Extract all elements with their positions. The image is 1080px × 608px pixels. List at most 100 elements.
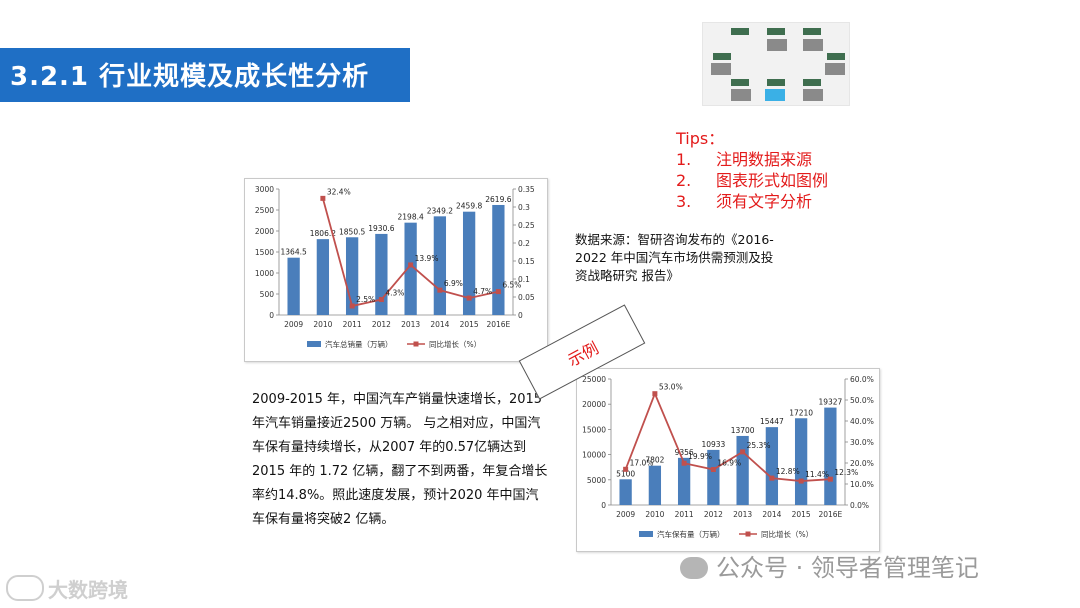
bar-value-label: 9356: [675, 448, 694, 457]
bar-value-label: 1806.2: [310, 229, 336, 238]
growth-line: [624, 391, 831, 482]
x-tick-label: 2010: [645, 510, 664, 519]
x-tick-label: 2014: [430, 320, 449, 329]
growth-value-label: 11.4%: [805, 470, 829, 479]
bar-value-label: 2349.2: [427, 206, 453, 215]
growth-point: [320, 195, 326, 201]
y-tick-label: 500: [260, 290, 275, 299]
x-tick-label: 2016E: [818, 510, 842, 519]
growth-point: [740, 449, 746, 455]
data-source-note: 数据来源：智研咨询发布的《2016-2022 年中国汽车市场供需预测及投资战略研…: [575, 232, 774, 283]
y-tick-label: 25000: [582, 375, 606, 384]
flow-node-highlight: [765, 89, 785, 101]
x-tick-label: 2009: [616, 510, 635, 519]
y-tick-label: 0: [269, 311, 274, 320]
y2-tick-label: 0.0%: [850, 501, 869, 510]
y-tick-label: 20000: [582, 400, 606, 409]
y2-tick-label: 0.1: [518, 275, 530, 284]
legend-bar-swatch: [307, 341, 321, 347]
tip-text: 图表形式如图例: [716, 171, 829, 190]
growth-point: [623, 466, 629, 472]
legend-line-label: 同比增长（%）: [761, 529, 813, 539]
legend-bar-label: 汽车总销量（万辆）: [325, 339, 393, 349]
title-bar: 3.2.1 行业规模及成长性分析: [0, 48, 410, 102]
y-tick-label: 10000: [582, 451, 606, 460]
tip-number: 3.: [676, 192, 692, 211]
x-tick-label: 2016E: [486, 320, 510, 329]
watermark-wechat: 公众号 · 领导者管理笔记: [680, 548, 979, 583]
growth-value-label: 4.3%: [385, 289, 404, 298]
bar: [375, 233, 388, 315]
legend-bar-label: 汽车保有量（万辆）: [657, 529, 725, 539]
y-tick-label: 2000: [255, 227, 274, 236]
bar-value-label: 15447: [760, 417, 784, 426]
growth-point: [495, 289, 501, 295]
legend-line-marker: [413, 341, 419, 347]
bar: [287, 257, 300, 315]
y2-tick-label: 0.2: [518, 239, 530, 248]
flow-node: [731, 89, 751, 101]
flow-node: [713, 53, 731, 60]
y2-tick-label: 0.3: [518, 203, 530, 212]
bar: [619, 479, 632, 505]
y2-tick-label: 50.0%: [850, 396, 874, 405]
bar-value-label: 10933: [701, 440, 725, 449]
flow-node: [731, 28, 749, 35]
tip-number: 1.: [676, 150, 692, 169]
growth-point: [710, 467, 716, 473]
bar: [433, 216, 447, 315]
sales-chart-card: 0 500 1000 1500 2000 2500 3000 0 0.05 0.1 0.15 0.2 0…: [244, 178, 548, 362]
bar-value-label: 2459.8: [456, 202, 482, 211]
bar: [707, 449, 720, 505]
x-tick-label: 2009: [284, 320, 303, 329]
bar-value-label: 19327: [818, 398, 842, 407]
flow-node: [803, 39, 823, 51]
y-tick-label: 1000: [255, 269, 274, 278]
x-tick-label: 2010: [313, 320, 332, 329]
growth-value-label: 25.3%: [747, 441, 771, 450]
growth-value-label: 12.3%: [834, 468, 858, 477]
growth-value-label: 53.0%: [659, 383, 683, 392]
y2-tick-label: 0.35: [518, 185, 535, 194]
y2-tick-label: 40.0%: [850, 417, 874, 426]
y-tick-label: 0: [601, 501, 606, 510]
growth-point: [681, 460, 687, 466]
y2-tick-label: 0.25: [518, 221, 535, 230]
bar: [648, 465, 662, 505]
growth-point: [769, 475, 775, 481]
ownership-chart: 0 5000 10000 15000 20000 25000 0.0% 10.0% 20.0% 3…: [582, 375, 874, 539]
flow-node: [803, 28, 821, 35]
tip-text: 注明数据来源: [716, 150, 813, 169]
bar: [404, 222, 417, 315]
y-tick-label: 5000: [587, 476, 606, 485]
watermark-brand-text: 大数跨境: [48, 578, 128, 602]
bar-value-label: 7802: [645, 456, 664, 465]
flow-node: [731, 79, 749, 86]
bar-value-label: 1930.6: [368, 224, 394, 233]
growth-point: [827, 476, 833, 482]
bar: [316, 239, 330, 315]
y2-tick-label: 0: [518, 311, 523, 320]
tips-box: Tips： 1. 注明数据来源 2. 图表形式如图例 3. 须有文字分析: [676, 128, 828, 212]
watermark-wechat-text: 公众号 · 领导者管理笔记: [716, 554, 979, 582]
y-tick-label: 1500: [255, 248, 274, 257]
y2-tick-label: 0.15: [518, 257, 535, 266]
x-tick-label: 2015: [792, 510, 811, 519]
bar-value-label: 2619.6: [485, 195, 511, 204]
flow-node: [803, 89, 823, 101]
x-tick-label: 2011: [675, 510, 694, 519]
wechat-icon: [680, 557, 708, 579]
y2-tick-label: 10.0%: [850, 480, 874, 489]
flow-node: [827, 53, 845, 60]
growth-point: [408, 262, 414, 268]
growth-value-label: 17.0%: [630, 458, 654, 467]
bar-value-label: 1850.5: [339, 227, 365, 236]
growth-point: [466, 295, 472, 301]
tip-item: 1. 注明数据来源: [676, 149, 828, 170]
tip-text: 须有文字分析: [716, 192, 813, 211]
flow-node: [767, 28, 785, 35]
brand-logo-icon: [6, 575, 44, 601]
sales-chart: 0 500 1000 1500 2000 2500 3000 0 0.05 0.1 0.15 0.2 0…: [255, 185, 535, 349]
flow-node: [767, 39, 787, 51]
flow-node: [825, 63, 845, 75]
